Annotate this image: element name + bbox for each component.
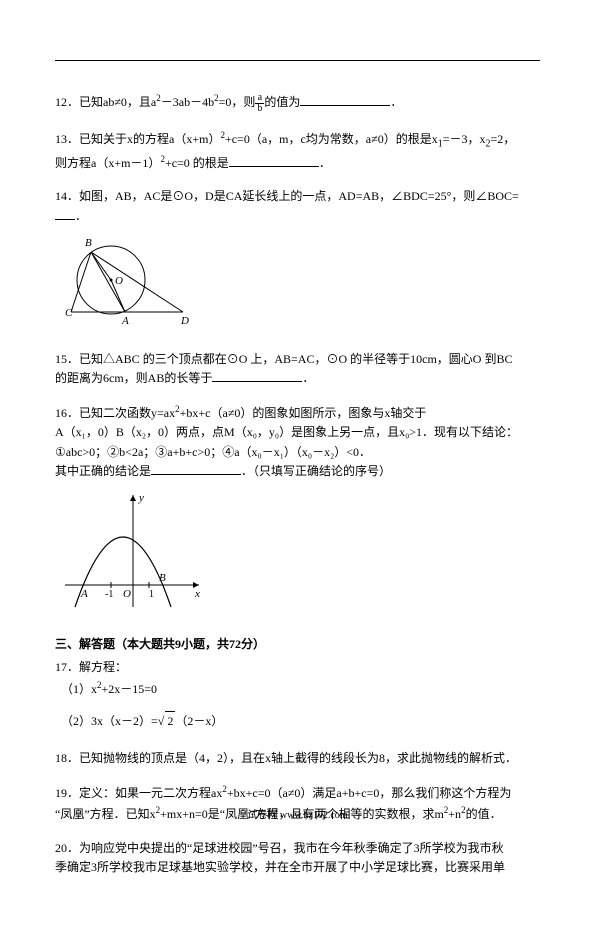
question-13: 13．已知关于x的方程a（x+m）2+c=0（a，m，c均为常数，a≠0）的根是… xyxy=(55,128,540,174)
q13-l2c: ． xyxy=(319,156,331,170)
q14-line-bc xyxy=(71,252,91,312)
q15-l2b: ． xyxy=(302,371,314,385)
q17-p2a: （2）3x（x－2）= xyxy=(61,714,158,728)
q16-l3a: ①abc>0；②b<2a；③a+b+c>0；④a（x₀－x₁）（x₀－x₂）<0… xyxy=(55,445,371,459)
q16-ylabel: y xyxy=(138,492,144,504)
q17-p1b: +2x－15=0 xyxy=(102,682,158,696)
question-14: 14．如图，AB，AC是⊙O，D是CA延长线上的一点，AD=AB，∠BDC=25… xyxy=(55,187,540,336)
q20-ta: 为响应党中央提出的“足球进校园”号召，我市在今年秋季确定了3所学校为我市秋 xyxy=(79,841,504,855)
q13-td: =2， xyxy=(491,132,516,146)
q15-blank xyxy=(212,369,302,382)
q16-l4a: 其中正确的结论是 xyxy=(55,464,151,478)
q16-figure: x y A B -1 1 O xyxy=(55,487,540,621)
q18-text: 已知抛物线的顶点是（4，2），且在x轴上截得的线段长为8，求此抛物线的解析式． xyxy=(79,751,517,765)
q14-lbl-c: C xyxy=(65,307,73,319)
q12-te: ． xyxy=(390,95,402,109)
q16-lbl-m1: -1 xyxy=(105,589,113,600)
q14-lbl-a: A xyxy=(121,315,129,327)
q16-yarrow xyxy=(130,495,136,501)
q16-xlabel: x xyxy=(194,588,200,600)
q12-tb: －3ab－4b xyxy=(161,95,214,109)
q14-lbl-o: O xyxy=(115,275,123,287)
q17-text: 解方程： xyxy=(79,660,127,674)
q16-lbl-o: O xyxy=(123,588,131,600)
q14-o-dot xyxy=(110,278,113,281)
q14-lbl-b: B xyxy=(85,237,92,249)
q19-tb: +bx+c=0（a≠0）满足a+b+c=0，那么我们称这个方程为 xyxy=(227,786,512,800)
q14-blank xyxy=(55,207,75,220)
q20-l2: 季确定3所学校我市足球基地实验学校，并在全市开展了中小学足球比赛，比赛采用单 xyxy=(55,860,505,874)
question-12: 12．已知ab≠0，且a2－3ab－4b2=0，则ab的值为． xyxy=(55,91,540,114)
q14-ta: 如图，AB，AC是⊙O，D是CA延长线上的一点，AD=AB，∠BDC=25°，则… xyxy=(79,189,519,203)
q15-l2a: 的距离为6cm，则AB的长等于 xyxy=(55,371,212,385)
q13-blank xyxy=(229,154,319,167)
q13-tc: =－3，x xyxy=(443,132,486,146)
q16-lbl-b: B xyxy=(159,572,166,584)
q14-line-bd xyxy=(91,252,183,312)
question-18: 18．已知抛物线的顶点是（4，2），且在x轴上截得的线段长为8，求此抛物线的解析… xyxy=(55,749,540,768)
question-16: 16．已知二次函数y=ax2+bx+c（a≠0）的图象如图所示，图象与x轴交于 … xyxy=(55,402,540,621)
q14-line-bo xyxy=(91,252,111,280)
q14-svg: B C A D O xyxy=(55,232,193,330)
section-3-title: 三、解答题（本大题共9小题，共72分） xyxy=(55,635,540,654)
q14-lbl-d: D xyxy=(180,315,189,327)
q17-p2b: （2－x） xyxy=(175,714,223,728)
q18-num: 18． xyxy=(55,751,79,765)
q16-lbl-a: A xyxy=(80,588,88,600)
q16-num: 16． xyxy=(55,406,79,420)
q15-ta: 已知△ABC 的三个顶点都在⊙O 上，AB=AC，⊙O 的半径等于10cm，圆心… xyxy=(79,352,512,366)
q17-num: 17． xyxy=(55,660,79,674)
q14-num: 14． xyxy=(55,189,79,203)
q17-p1a: （1）x xyxy=(61,682,97,696)
q16-tb: +bx+c（a≠0）的图象如图所示，图象与x轴交于 xyxy=(180,406,427,420)
q19-ta: 定义：如果一元二次方程ax xyxy=(79,786,222,800)
q13-tb: +c=0（a，m，c均为常数，a≠0）的根是x xyxy=(225,132,438,146)
question-20: 20．为响应党中央提出的“足球进校园”号召，我市在今年秋季确定了3所学校为我市秋… xyxy=(55,839,540,877)
q16-svg: x y A B -1 1 O xyxy=(55,487,205,615)
q14-tb: ． xyxy=(75,209,87,223)
q12-td: 的值为 xyxy=(264,95,300,109)
q13-l2b: +c=0 的根是 xyxy=(165,156,229,170)
q16-l2: A（x₁，0）B（x₂，0）两点，点M（x₀，y₀）是图象上另一点，且x₀>1．… xyxy=(55,425,518,439)
q16-ta: 已知二次函数y=ax xyxy=(79,406,175,420)
footer: 试卷网 www.hz102.com xyxy=(0,808,595,824)
q12-blank xyxy=(300,93,390,106)
question-17: 17．解方程： （1）x2+2x－15=0 （2）3x（x－2）=√2（2－x） xyxy=(55,658,540,731)
q13-ta: 已知关于x的方程a（x+m） xyxy=(79,132,220,146)
q16-l4b: ．（只填写正确结论的序号） xyxy=(241,464,391,478)
q20-num: 20． xyxy=(55,841,79,855)
q12-ta: 已知ab≠0，且a xyxy=(79,95,156,109)
top-rule xyxy=(55,60,540,61)
question-15: 15．已知△ABC 的三个顶点都在⊙O 上，AB=AC，⊙O 的半径等于10cm… xyxy=(55,350,540,388)
footer-text: 试卷网 www.hz102.com xyxy=(247,810,347,821)
q16-blank xyxy=(151,462,241,475)
q17-sqrt: 2 xyxy=(165,711,175,731)
q13-num: 13． xyxy=(55,132,79,146)
q13-l2a: 则方程a（x+m－1） xyxy=(55,156,160,170)
q16-lbl-1: 1 xyxy=(149,589,154,600)
q17-radical: √ xyxy=(158,714,165,728)
q12-num: 12． xyxy=(55,95,79,109)
q12-tc: =0，则 xyxy=(219,95,256,109)
q14-figure: B C A D O xyxy=(55,232,540,336)
q15-num: 15． xyxy=(55,352,79,366)
q19-num: 19． xyxy=(55,786,79,800)
